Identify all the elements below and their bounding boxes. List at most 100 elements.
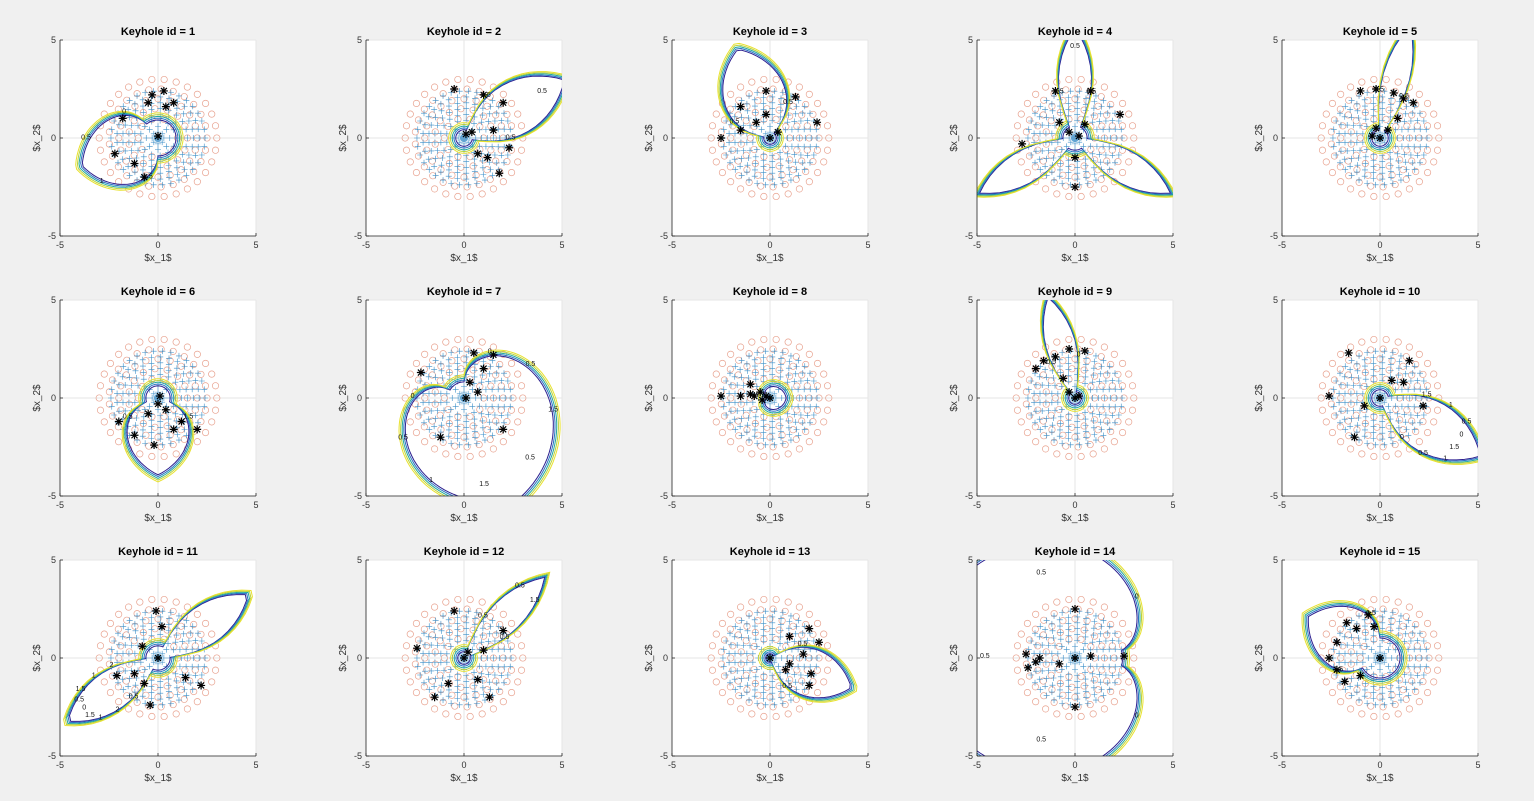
circle-marker xyxy=(1430,158,1438,166)
plus-marker xyxy=(485,378,492,385)
circle-marker xyxy=(1328,169,1336,177)
plus-marker xyxy=(487,426,494,433)
plus-marker xyxy=(1074,672,1081,679)
plus-marker xyxy=(1074,93,1081,100)
x-tick-label: -5 xyxy=(56,500,64,510)
circle-marker xyxy=(1394,450,1402,458)
circle-marker xyxy=(789,362,797,370)
plus-marker xyxy=(760,671,767,678)
circle-marker xyxy=(1051,394,1059,402)
plus-marker xyxy=(1347,626,1354,633)
circle-marker xyxy=(1337,698,1345,706)
circle-marker xyxy=(148,712,156,721)
circle-marker xyxy=(1071,95,1079,103)
plus-marker xyxy=(479,677,486,684)
plus-marker xyxy=(181,686,188,693)
plus-marker xyxy=(192,412,199,419)
plus-marker xyxy=(802,395,809,401)
plot-area: 00.511.5 xyxy=(75,75,221,201)
plus-marker xyxy=(174,431,181,438)
circle-marker xyxy=(514,418,522,426)
plus-marker xyxy=(777,168,784,175)
plus-marker xyxy=(486,419,493,426)
plus-marker xyxy=(1039,147,1046,154)
x-tick-label: 5 xyxy=(1475,240,1480,250)
plus-marker xyxy=(1357,642,1363,649)
circle-marker xyxy=(1118,122,1127,130)
circle-marker xyxy=(100,418,108,426)
plus-marker xyxy=(813,386,820,393)
circle-marker xyxy=(1412,360,1420,369)
subplot-title: Keyhole id = 12 xyxy=(424,546,504,558)
circle-marker xyxy=(1399,426,1407,434)
plus-marker xyxy=(752,153,759,160)
plot-area: 0.51.50.50.5 xyxy=(401,571,551,721)
plus-marker xyxy=(166,615,173,622)
plus-marker xyxy=(157,353,164,360)
plus-marker xyxy=(797,118,804,125)
plus-marker xyxy=(463,93,470,100)
plus-marker xyxy=(801,126,808,133)
plus-marker xyxy=(1361,616,1368,623)
circle-marker xyxy=(1100,185,1108,193)
plus-marker xyxy=(454,677,461,684)
circle-marker xyxy=(1042,83,1050,91)
plus-marker xyxy=(1098,363,1105,370)
plus-marker xyxy=(726,399,733,406)
plus-marker xyxy=(461,406,467,413)
circle-marker xyxy=(760,75,768,84)
plus-marker xyxy=(806,630,813,637)
plus-marker xyxy=(187,370,194,377)
plus-marker xyxy=(1341,156,1348,163)
circle-marker xyxy=(440,394,448,402)
plus-marker xyxy=(192,377,199,384)
plus-marker xyxy=(1093,126,1100,133)
plus-marker xyxy=(1406,395,1413,401)
plus-marker xyxy=(454,638,461,645)
plus-marker xyxy=(1112,663,1119,670)
circle-marker xyxy=(201,122,210,130)
plus-marker xyxy=(726,139,733,146)
circle-marker xyxy=(492,157,500,165)
circle-marker xyxy=(798,631,806,639)
plus-marker xyxy=(1347,650,1354,657)
plus-marker xyxy=(480,358,487,365)
plus-marker xyxy=(737,366,744,373)
plus-marker xyxy=(463,105,470,112)
plus-marker xyxy=(1359,650,1366,657)
plus-marker xyxy=(141,666,148,673)
circle-marker xyxy=(163,422,171,430)
plus-marker xyxy=(493,630,500,637)
plus-marker xyxy=(751,166,758,173)
plus-marker xyxy=(119,156,126,163)
circle-marker xyxy=(1034,666,1042,674)
plus-marker xyxy=(1109,152,1116,159)
plus-marker xyxy=(1330,403,1337,410)
circle-marker xyxy=(475,441,483,449)
circle-marker xyxy=(1391,701,1399,709)
plus-marker xyxy=(1050,414,1057,421)
contour-line xyxy=(1364,40,1417,154)
plus-marker xyxy=(1111,679,1118,686)
plus-marker xyxy=(1096,378,1103,385)
plus-marker xyxy=(1056,173,1063,180)
plus-marker xyxy=(795,432,802,439)
plus-marker xyxy=(134,697,141,704)
plus-marker xyxy=(139,426,146,433)
plus-marker xyxy=(183,663,190,670)
circle-marker xyxy=(1322,630,1330,638)
plus-marker xyxy=(439,414,446,421)
plus-marker xyxy=(787,352,794,359)
circle-marker xyxy=(96,382,105,390)
plus-marker xyxy=(484,135,491,141)
circle-marker xyxy=(1337,394,1345,402)
circle-marker xyxy=(431,445,439,453)
plus-marker xyxy=(1342,686,1349,693)
plus-marker xyxy=(180,370,187,377)
star-marker xyxy=(1071,605,1079,613)
circle-marker xyxy=(802,100,810,109)
plus-marker xyxy=(482,126,489,133)
plus-marker xyxy=(1416,110,1423,117)
plus-marker xyxy=(463,696,470,703)
plus-marker xyxy=(801,386,808,393)
